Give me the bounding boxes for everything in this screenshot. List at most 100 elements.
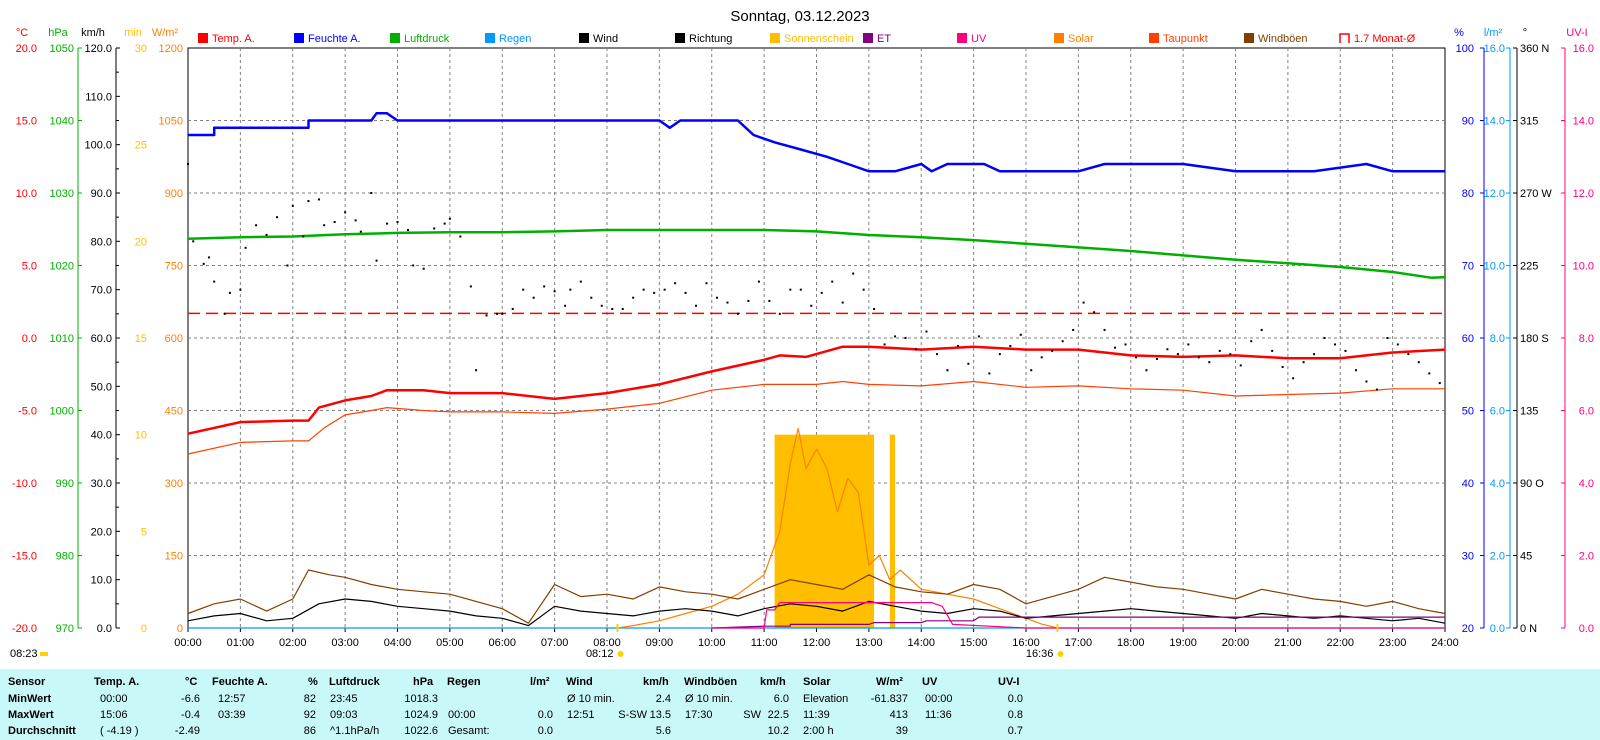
summary-cell-gust-val: 10.2 [767,725,789,737]
summary-cell-rain-time: 00:00 [448,709,476,721]
axis-tick-label: 5.0 [22,261,37,273]
direction-point [1344,349,1347,352]
legend-label: ET [877,33,891,45]
direction-point [1271,349,1274,352]
summary-cell-temp-val: -0.4 [181,709,200,721]
axis-tick-label: 180 S [1520,333,1549,345]
series-taupunkt [187,380,1445,455]
direction-point [207,256,210,259]
direction-point [1313,353,1316,356]
summary-cell-uv-val: 0.0 [1007,693,1023,705]
axis-tick-label: 60 [1462,333,1474,345]
sunset-label: 16:36 [1026,648,1054,660]
direction-point [726,301,729,304]
x-tick-label: 15:00 [960,637,988,649]
axis-tick-label: 12.0 [1573,188,1594,200]
axis-tick-label: 15.0 [16,116,37,128]
axis-tick-label: 16.0 [1484,43,1505,55]
direction-point [1428,372,1431,375]
axis-tick-label: 10 [135,430,147,442]
axis-tick-label: 0.0 [97,623,112,635]
axis-direction: 360 N 315 270 W 225 180 S 135 90 O 45 0 N [1513,43,1552,635]
col-sensor: Sensor [8,676,46,688]
axis-sunshine: 30 25 20 15 10 5 0 [135,43,147,635]
summary-cell-press-val: 1022.6 [404,725,438,737]
legend-item: Richtung [675,33,732,45]
summary-cell-gust-time: 17:30 [685,709,713,721]
x-tick-label: 09:00 [646,637,674,649]
summary-cell-solar-val: 413 [889,709,908,721]
direction-point [663,288,666,291]
axis-tick-label: 315 [1520,116,1538,128]
axis-tick-label: 4.0 [1490,478,1505,490]
x-tick-label: 00:00 [174,637,202,649]
axis-tick-label: 8.0 [1579,333,1594,345]
direction-point [894,335,897,338]
col-wind: Wind [566,676,593,688]
axis-tick-label: 0 [141,623,147,635]
direction-point [998,353,1001,356]
summary-table: Sensor Temp. A. °C Feuchte A. % Luftdruc… [0,669,1600,740]
direction-point [344,211,347,214]
direction-point [255,224,258,227]
series-uv [711,601,1445,629]
direction-point [778,312,781,315]
summary-cell-rain-val: 0.0 [537,709,553,721]
legend-label: Taupunkt [1163,33,1208,45]
direction-point [1229,353,1232,356]
direction-point [862,288,865,291]
x-tick-label: 14:00 [907,637,935,649]
sunset-icon [1057,651,1064,657]
axis-unit-label: hPa [48,27,68,39]
axis-tick-label: 1050 [159,116,183,128]
axis-tick-label: 1000 [50,406,74,418]
axis-tick-label: 80.0 [91,236,112,248]
summary-cell-uv-time: 11:36 [925,709,952,721]
summary-cell-uv-val: 0.8 [1007,709,1023,721]
x-tick-label: 19:00 [1169,637,1197,649]
direction-point [422,267,425,270]
x-tick-label: 02:00 [279,637,307,649]
axis-tick-label: 1050 [50,43,74,55]
legend-swatch [675,33,685,43]
axis-tick-label: 1200 [159,43,183,55]
axis-unit-label: km/h [81,27,105,39]
direction-point [1334,343,1337,346]
direction-point [1386,337,1389,339]
axis-tick-label: -10.0 [12,478,37,490]
axis-tick-label: 30.0 [91,478,112,490]
axis-tick-label: 120.0 [84,43,112,55]
legend-item: Regen [485,33,531,45]
direction-point [543,285,546,288]
direction-point [1030,369,1033,372]
axis-tick-label: 50.0 [91,381,112,393]
direction-point [239,288,242,291]
axis-tick-label: 14.0 [1484,116,1505,128]
direction-point [511,308,514,310]
direction-point [946,369,949,372]
direction-point [317,198,320,201]
legend-label: Sonnenschein [784,33,854,45]
summary-cell-solar-time: 11:39 [803,709,830,721]
x-tick-label: 06:00 [488,637,516,649]
direction-point [747,299,750,302]
sunrise-icon [617,651,624,657]
axis-uv: 16.0 14.0 12.0 10.0 8.0 6.0 4.0 2.0 0.0 [1561,43,1594,635]
direction-point [1145,369,1148,372]
axis-temp: 20.0 15.0 10.0 5.0 0.0 -5.0 -10.0 -15.0 -20.0 [12,43,37,635]
direction-point [1040,356,1043,359]
direction-point [831,280,834,283]
direction-point [915,348,918,351]
x-tick-label: 05:00 [436,637,464,649]
legend-swatch [1149,33,1159,43]
axis-tick-label: 40.0 [91,430,112,442]
summary-cell-solar-val: 39 [895,725,908,737]
axis-tick-label: 20 [135,236,147,248]
direction-point [653,291,656,294]
direction-point [1281,366,1284,368]
legend-label: Windböen [1258,33,1308,45]
series-wind [187,598,1446,627]
summary-cell-wind-val: 5.6 [655,725,671,737]
axis-tick-label: 110.0 [85,91,112,103]
direction-point [375,259,378,262]
